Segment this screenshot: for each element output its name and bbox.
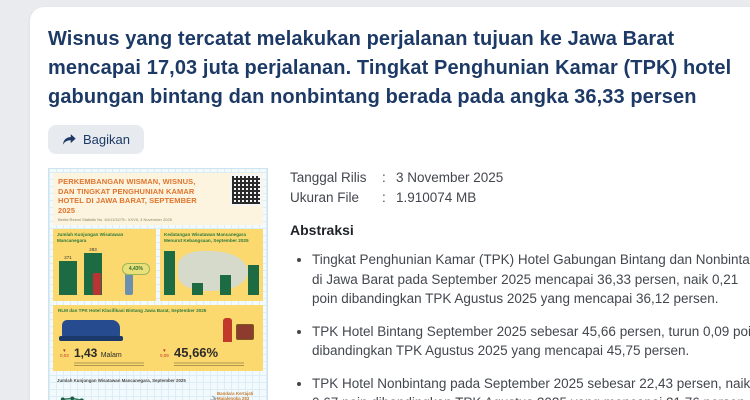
share-button[interactable]: Bagikan <box>48 125 144 154</box>
file-size-label: Ukuran File <box>290 190 360 205</box>
separator: : <box>382 190 386 205</box>
airport-note: Bandara Kertajati Majalengka 283 Kunjung… <box>217 391 254 400</box>
infographic-header: PERKEMBANGAN WISMAN, WISNUS, DAN TINGKAT… <box>53 173 263 225</box>
press-release-card: Wisnus yang tercatat melakukan perjalana… <box>30 7 750 400</box>
line-chart-title: Jumlah Kunjungan Wisatawan Mancanegara, … <box>57 378 186 383</box>
rlm-tpk-title: RLM dan TPK Hotel Klasifikasi Bintang Ja… <box>58 308 207 313</box>
tourist-figure <box>93 273 101 295</box>
abstract-item: Tingkat Penghunian Kamar (TPK) Hotel Gab… <box>312 250 750 309</box>
tpk-block: ▼ 0,09 45,66% <box>158 316 258 368</box>
infographic-thumbnail[interactable]: PERKEMBANGAN WISMAN, WISNUS, DAN TINGKAT… <box>48 168 268 400</box>
tourist-figure <box>125 273 133 295</box>
infographic-subtitle: Berita Resmi Statistik No. 64/11/32/Th. … <box>58 217 172 222</box>
bar <box>164 251 175 295</box>
release-date-value: 3 November 2025 <box>396 170 504 185</box>
page-title: Wisnus yang tercatat melakukan perjalana… <box>48 28 732 108</box>
wisman-change-badge: 4,43% <box>121 263 150 275</box>
qr-code <box>230 174 262 206</box>
caption-lines <box>74 361 144 366</box>
panel-kebangsaan: Kedatangan Wisatawan Mancanegara Menurut… <box>160 229 263 301</box>
rlm-value: 1,43 Malam <box>74 345 122 360</box>
file-size-value: 1.910074 MB <box>396 190 477 205</box>
content-row: PERKEMBANGAN WISMAN, WISNUS, DAN TINGKAT… <box>48 168 750 400</box>
share-button-label: Bagikan <box>83 132 130 147</box>
rlm-block: ▼ 0,03 1,43 Malam <box>58 316 158 368</box>
rlm-change: ▼ 0,03 <box>60 347 69 358</box>
bar <box>220 275 231 295</box>
kebangsaan-bar-chart <box>164 251 259 295</box>
abstract-list: Tingkat Penghunian Kamar (TPK) Hotel Gab… <box>290 250 750 400</box>
share-icon <box>62 133 76 146</box>
luggage-cart-illustration <box>236 323 254 340</box>
abstract-item: TPK Hotel Nonbintang pada September 2025… <box>312 374 750 400</box>
tpk-value: 45,66% <box>174 344 219 360</box>
panel-wisman: Jumlah Kunjungan Wisatawan Mancanegara 2… <box>53 229 156 301</box>
abstract-item: TPK Hotel Bintang September 2025 sebesar… <box>312 322 750 361</box>
line-chart <box>60 396 87 400</box>
release-date-row: Tanggal Rilis : 3 November 2025 <box>290 168 750 188</box>
world-map <box>178 251 248 291</box>
bellhop-illustration <box>223 317 232 342</box>
release-date-label: Tanggal Rilis <box>290 170 367 185</box>
panel-kebangsaan-title: Kedatangan Wisatawan Mancanegara Menurut… <box>164 232 249 243</box>
file-size-row: Ukuran File : 1.910074 MB <box>290 188 750 208</box>
panel-line-chart: Jumlah Kunjungan Wisatawan Mancanegara, … <box>53 375 263 400</box>
abstract-heading: Abstraksi <box>290 222 354 238</box>
separator: : <box>382 170 386 185</box>
bed-illustration <box>59 319 123 341</box>
infographic-title: PERKEMBANGAN WISMAN, WISNUS, DAN TINGKAT… <box>58 177 197 215</box>
bar <box>192 283 203 295</box>
release-detail: Tanggal Rilis : 3 November 2025 Ukuran F… <box>268 168 750 400</box>
panel-rlm-tpk: RLM dan TPK Hotel Klasifikasi Bintang Ja… <box>53 305 263 371</box>
bar-value: 271 <box>64 255 72 260</box>
bar <box>248 265 259 295</box>
bar-value: 283 <box>89 247 97 252</box>
caption-lines <box>174 361 244 366</box>
tpk-change: ▼ 0,09 <box>160 347 169 358</box>
panel-wisman-title: Jumlah Kunjungan Wisatawan Mancanegara <box>57 232 124 243</box>
bar-agustus: 271 <box>59 255 77 295</box>
